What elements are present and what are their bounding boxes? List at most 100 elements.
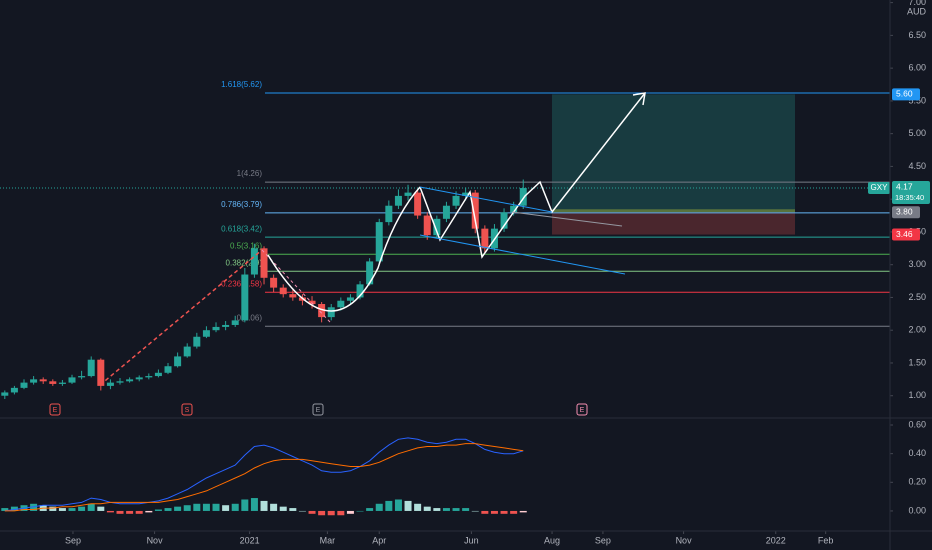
histogram-bar bbox=[481, 510, 489, 514]
symbol-label: GXY bbox=[871, 183, 889, 192]
x-tick-label: 2021 bbox=[240, 535, 260, 545]
candle-body bbox=[442, 205, 450, 219]
candle-body bbox=[385, 205, 393, 223]
histogram-bar bbox=[289, 508, 297, 511]
x-tick-label: Apr bbox=[372, 535, 386, 545]
stop-label: 3.46 bbox=[896, 229, 913, 239]
histogram-bar bbox=[366, 508, 374, 511]
candle-body bbox=[423, 215, 431, 236]
histogram-bar bbox=[78, 506, 86, 511]
candle-body bbox=[126, 379, 134, 382]
candle-body bbox=[145, 376, 153, 378]
candle-body bbox=[116, 381, 124, 383]
histogram-bar bbox=[327, 510, 335, 516]
currency-label: AUD bbox=[907, 6, 927, 16]
zigzag-projection bbox=[419, 92, 646, 259]
trend-line bbox=[261, 249, 331, 323]
histogram-bar bbox=[250, 498, 258, 511]
histogram-bar bbox=[202, 503, 210, 511]
histogram-bar bbox=[154, 509, 162, 511]
candle-body bbox=[510, 205, 518, 213]
histogram-bar bbox=[145, 510, 153, 513]
fib-label: 0.382(2.9) bbox=[226, 258, 263, 267]
histogram-bar bbox=[193, 503, 201, 511]
histogram-bar bbox=[394, 499, 402, 511]
y-tick-label: 7.00 bbox=[908, 0, 926, 7]
x-tick-label: Feb bbox=[818, 535, 834, 545]
candle-body bbox=[337, 300, 345, 308]
candle-body bbox=[39, 379, 47, 382]
x-tick-label: Sep bbox=[65, 535, 81, 545]
histogram-bar bbox=[375, 503, 383, 511]
target-label: 5.60 bbox=[896, 89, 913, 99]
histogram-bar bbox=[433, 508, 441, 511]
y-tick-label: 2.00 bbox=[908, 325, 926, 335]
profit-zone bbox=[552, 94, 795, 213]
histogram-bar bbox=[318, 510, 326, 516]
histogram-bar bbox=[279, 506, 287, 511]
entry-band bbox=[552, 209, 795, 213]
event-label: E bbox=[580, 407, 585, 414]
histogram-bar bbox=[442, 508, 450, 511]
histogram-bar bbox=[260, 500, 268, 511]
candle-body bbox=[433, 218, 441, 236]
candle-body bbox=[10, 387, 18, 393]
symbol-box bbox=[868, 182, 890, 195]
histogram-bar bbox=[423, 506, 431, 511]
fib-label: 0(2.06) bbox=[237, 313, 263, 322]
histogram-bar bbox=[174, 506, 182, 511]
histogram-bar bbox=[337, 510, 345, 516]
y-tick-label: 1.50 bbox=[908, 357, 926, 367]
last-price-box bbox=[892, 181, 930, 205]
histogram-bar bbox=[510, 510, 518, 514]
candle-body bbox=[212, 326, 220, 331]
channel-line bbox=[511, 211, 623, 227]
candle-body bbox=[404, 192, 412, 196]
candle-body bbox=[519, 188, 527, 206]
candle-body bbox=[68, 377, 76, 383]
candle-body bbox=[154, 372, 162, 377]
candle-body bbox=[356, 284, 364, 298]
x-tick-label: 2022 bbox=[766, 535, 786, 545]
channel-line bbox=[419, 186, 553, 213]
candle-body bbox=[318, 304, 326, 318]
candle-body bbox=[193, 336, 201, 347]
histogram-bar bbox=[126, 510, 134, 514]
event-label: E bbox=[53, 407, 58, 414]
candle-body bbox=[174, 356, 182, 367]
histogram-bar bbox=[97, 506, 105, 511]
x-tick-label: Nov bbox=[147, 535, 164, 545]
candle-body bbox=[183, 346, 191, 357]
candle-body bbox=[270, 277, 278, 288]
histogram-bar bbox=[49, 506, 57, 511]
histogram-bar bbox=[164, 508, 172, 511]
candle-body bbox=[241, 274, 249, 321]
histogram-bar bbox=[500, 510, 508, 514]
y-tick-label: 0.40 bbox=[908, 448, 926, 458]
candle-body bbox=[30, 379, 38, 383]
fib-label: 0.786(3.79) bbox=[221, 200, 262, 209]
histogram-bar bbox=[241, 499, 249, 511]
candle-body bbox=[366, 261, 374, 285]
event-label: S bbox=[185, 407, 190, 414]
fib-label: 1.618(5.62) bbox=[221, 80, 262, 89]
fib-label: 1(4.26) bbox=[237, 169, 263, 178]
loss-zone bbox=[552, 212, 795, 235]
x-tick-label: Aug bbox=[544, 535, 560, 545]
signal-line bbox=[4, 443, 524, 512]
histogram-bar bbox=[404, 500, 412, 511]
candle-body bbox=[222, 324, 230, 327]
trend-line bbox=[99, 249, 263, 386]
histogram-bar bbox=[135, 510, 143, 514]
histogram-bar bbox=[183, 505, 191, 511]
histogram-bar bbox=[106, 510, 114, 513]
y-tick-label: 0.00 bbox=[908, 505, 926, 515]
macd-line bbox=[4, 437, 524, 512]
candle-body bbox=[20, 382, 28, 388]
channel-line bbox=[419, 234, 626, 275]
countdown-label: 18:35:40 bbox=[895, 193, 924, 202]
candle-body bbox=[414, 192, 422, 216]
candle-body bbox=[481, 228, 489, 249]
histogram-bar bbox=[68, 508, 76, 511]
histogram-bar bbox=[385, 500, 393, 511]
